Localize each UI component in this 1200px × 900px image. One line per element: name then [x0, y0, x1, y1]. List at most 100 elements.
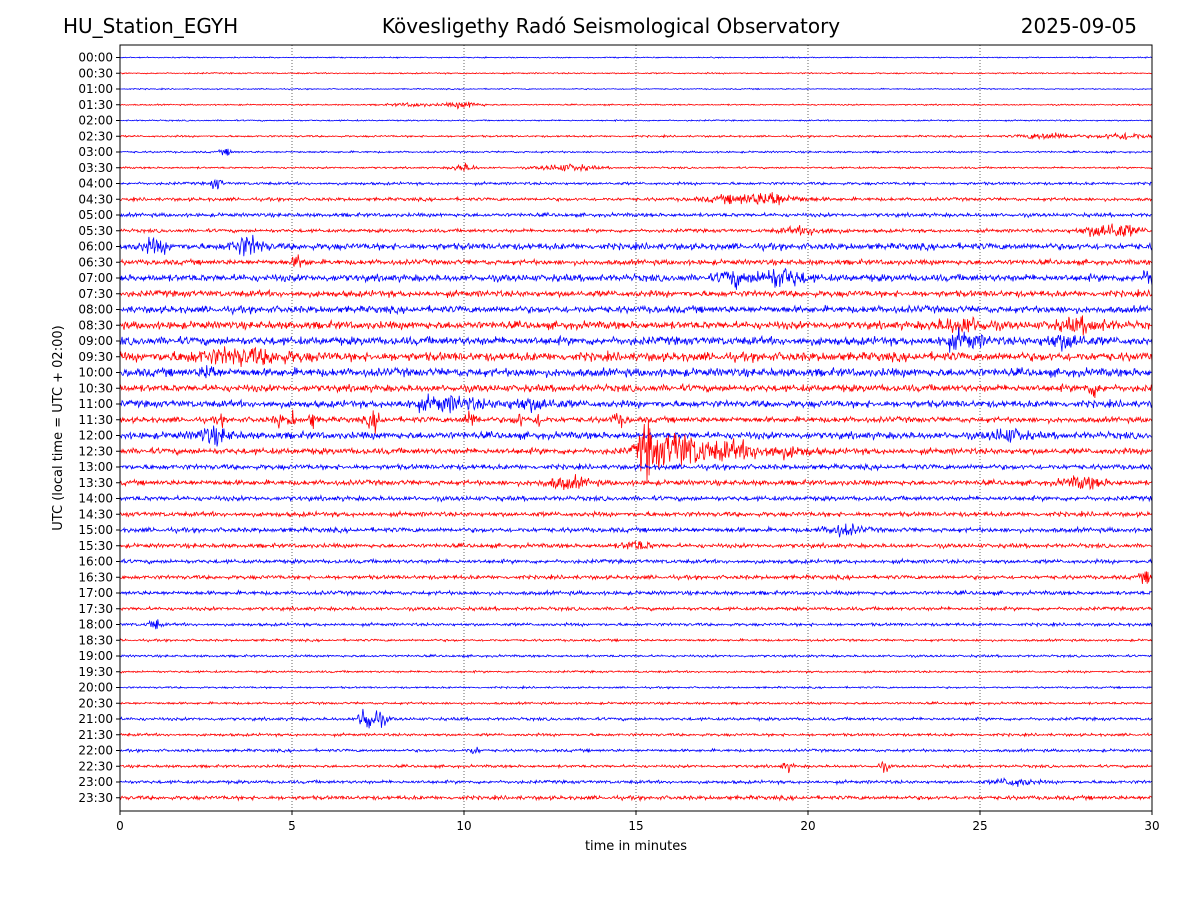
y-tick-label: 06:30 [78, 255, 113, 269]
y-tick-label: 18:30 [78, 633, 113, 647]
trace-1930 [119, 669, 1153, 675]
x-tick-label: 10 [456, 819, 471, 833]
trace-1030 [119, 382, 1153, 399]
trace-2300 [119, 777, 1153, 787]
y-tick-label: 20:00 [78, 681, 113, 695]
y-tick-label: 16:30 [78, 570, 113, 584]
trace-0130 [119, 101, 1153, 110]
y-tick-label: 11:30 [78, 413, 113, 427]
trace-0600 [119, 234, 1153, 257]
y-tick-label: 00:00 [78, 51, 113, 65]
y-tick-label: 10:00 [78, 366, 113, 380]
y-tick-label: 18:00 [78, 618, 113, 632]
trace-1130 [119, 409, 1153, 434]
x-tick-label: 30 [1144, 819, 1159, 833]
chart-title: Kövesligethy Radó Seismological Observat… [381, 14, 841, 38]
y-tick-label: 05:00 [78, 208, 113, 222]
trace-0800 [119, 304, 1153, 316]
x-tick-label: 25 [972, 819, 987, 833]
y-tick-label: 09:30 [78, 350, 113, 364]
y-tick-label: 13:30 [78, 476, 113, 490]
y-tick-label: 07:30 [78, 287, 113, 301]
y-axis-label: UTC (local time = UTC + 02:00) [51, 325, 66, 530]
x-tick-label: 20 [800, 819, 815, 833]
trace-2030 [119, 700, 1153, 706]
trace-0330 [119, 162, 1153, 173]
trace-1330 [119, 474, 1153, 491]
y-tick-label: 08:30 [78, 318, 113, 332]
y-tick-label: 04:00 [78, 177, 113, 191]
y-tick-label: 23:00 [78, 775, 113, 789]
trace-0400 [119, 178, 1152, 190]
trace-0930 [119, 346, 1153, 367]
trace-1230 [119, 419, 1153, 482]
y-tick-label: 05:30 [78, 224, 113, 238]
trace-0900 [119, 327, 1153, 353]
trace-0030 [119, 71, 1153, 75]
station-name: HU_Station_EGYH [63, 14, 239, 38]
x-ticks: 0 5 10 15 20 25 30 [116, 811, 1160, 833]
y-tick-label: 17:30 [78, 602, 113, 616]
y-tick-label: 20:30 [78, 696, 113, 710]
trace-0530 [119, 223, 1153, 238]
y-tick-label: 06:00 [78, 240, 113, 254]
trace-1500 [119, 523, 1153, 538]
y-tick-label: 03:00 [78, 145, 113, 159]
y-tick-label: 19:00 [78, 649, 113, 663]
trace-0700 [119, 267, 1153, 290]
y-tick-label: 01:00 [78, 82, 113, 96]
y-tick-label: 15:00 [78, 523, 113, 537]
trace-1300 [119, 462, 1153, 472]
trace-1900 [119, 653, 1153, 659]
trace-2130 [119, 731, 1153, 739]
y-tick-label: 15:30 [78, 539, 113, 553]
y-tick-label: 09:00 [78, 334, 113, 348]
x-axis-label: time in minutes [585, 839, 687, 854]
y-tick-label: 00:30 [78, 66, 113, 80]
grid-lines [291, 45, 981, 811]
y-tick-label: 07:00 [78, 271, 113, 285]
trace-1400 [119, 494, 1153, 503]
trace-0430 [119, 192, 1153, 206]
trace-0100 [119, 87, 1153, 91]
trace-layer [119, 56, 1153, 802]
y-tick-label: 03:30 [78, 161, 113, 175]
y-tick-label: 21:30 [78, 728, 113, 742]
trace-1430 [119, 509, 1153, 519]
y-tick-label: 22:00 [78, 744, 113, 758]
trace-2000 [119, 684, 1153, 690]
trace-0300 [119, 148, 1153, 156]
trace-0200 [119, 118, 1153, 123]
trace-1800 [119, 619, 1153, 630]
trace-1600 [119, 557, 1153, 566]
y-tick-label: 01:30 [78, 98, 113, 112]
trace-0630 [119, 254, 1153, 268]
y-tick-label: 17:00 [78, 586, 113, 600]
y-tick-label: 11:00 [78, 397, 113, 411]
y-tick-label: 14:30 [78, 507, 113, 521]
trace-1200 [119, 425, 1153, 447]
y-tick-label: 23:30 [78, 791, 113, 805]
y-tick-label: 02:30 [78, 129, 113, 143]
trace-2200 [119, 746, 1153, 755]
trace-1000 [119, 365, 1153, 379]
trace-1730 [119, 605, 1153, 613]
x-tick-label: 5 [288, 819, 296, 833]
y-tick-label: 14:00 [78, 492, 113, 506]
trace-1630 [119, 571, 1153, 584]
trace-1100 [119, 393, 1153, 414]
trace-1530 [119, 540, 1153, 550]
trace-2330 [119, 794, 1153, 802]
y-tick-label: 21:00 [78, 712, 113, 726]
trace-0500 [119, 211, 1153, 219]
x-tick-label: 0 [116, 819, 124, 833]
trace-1700 [119, 589, 1153, 597]
trace-0000 [119, 56, 1153, 59]
y-tick-label: 08:00 [78, 303, 113, 317]
y-tick-label: 16:00 [78, 555, 113, 569]
trace-0230 [119, 131, 1153, 141]
y-tick-label: 22:30 [78, 759, 113, 773]
chart-date: 2025-09-05 [1020, 14, 1137, 38]
